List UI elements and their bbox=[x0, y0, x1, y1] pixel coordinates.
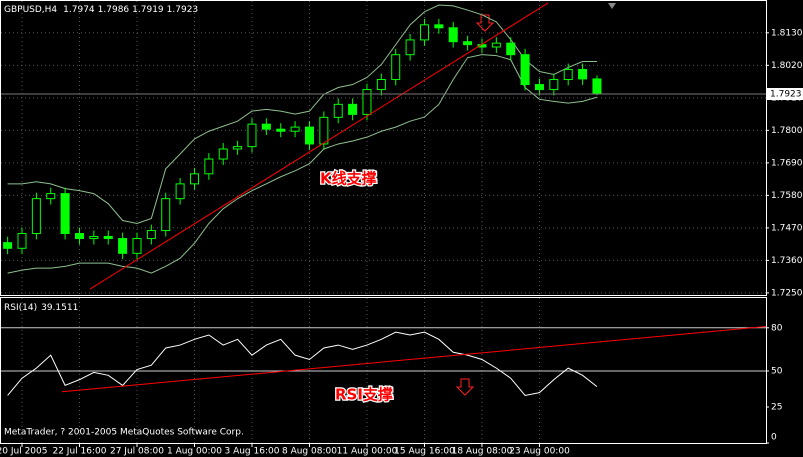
main-panel bbox=[0, 0, 767, 296]
x-tick-label: 11 Aug 00:00 bbox=[337, 447, 398, 457]
y-tick-label: 1.7800 bbox=[771, 126, 803, 136]
candle-body bbox=[31, 198, 41, 235]
candle-body bbox=[391, 54, 401, 81]
x-tick-label: 20 Jul 2005 bbox=[0, 447, 47, 457]
candle-body bbox=[520, 54, 530, 86]
annotation: K线支撑 bbox=[320, 170, 377, 188]
price-plot bbox=[1, 2, 766, 294]
candle-body bbox=[161, 198, 171, 232]
candle-body bbox=[534, 84, 544, 91]
rsi-header: RSI(14) 39.1511 bbox=[4, 303, 78, 313]
copyright: MetaTrader, ? 2001-2005 MetaQuotes Softw… bbox=[4, 428, 244, 438]
x-tick-label: 1 Aug 00:00 bbox=[167, 447, 222, 457]
candle-body bbox=[189, 173, 199, 185]
y-tick-label: 1.7470 bbox=[771, 223, 803, 233]
y-tick-label: 1.8130 bbox=[771, 28, 803, 38]
price-label: 1.7923 bbox=[770, 89, 802, 99]
x-tick-label: 23 Aug 00:00 bbox=[509, 447, 570, 457]
trendline bbox=[61, 326, 766, 393]
candle-body bbox=[89, 235, 99, 240]
rsi-plot bbox=[1, 326, 766, 397]
candle-body bbox=[146, 230, 156, 240]
y-tick-label: 1.7690 bbox=[771, 158, 803, 168]
x-tick-label: 3 Aug 16:00 bbox=[224, 447, 279, 457]
price-box bbox=[767, 87, 803, 100]
annotation: RSI支撑 bbox=[335, 386, 393, 404]
x-tick-label: 8 Aug 08:00 bbox=[282, 447, 337, 457]
candle-body bbox=[506, 42, 516, 56]
candle-body bbox=[132, 238, 142, 254]
arrow bbox=[455, 378, 475, 396]
candle-body bbox=[563, 68, 573, 81]
candle-body bbox=[405, 39, 415, 56]
candle-body bbox=[333, 103, 343, 118]
candle-body bbox=[3, 242, 13, 249]
candle-body bbox=[348, 103, 358, 115]
shift-marker bbox=[608, 3, 616, 9]
candle-body bbox=[17, 233, 27, 249]
x-tick-label: 18 Aug 08:00 bbox=[452, 447, 513, 457]
candle-body bbox=[319, 116, 329, 145]
candle-body bbox=[233, 146, 243, 150]
candle-body bbox=[376, 79, 386, 91]
candle-body bbox=[448, 27, 458, 43]
candle-body bbox=[276, 128, 286, 132]
rsi-line bbox=[7, 331, 598, 397]
candle-body bbox=[118, 238, 128, 254]
candle-body bbox=[491, 42, 501, 48]
candle-body bbox=[434, 24, 444, 29]
y-tick-label: 1.8020 bbox=[771, 61, 803, 71]
band bbox=[7, 54, 598, 274]
arrow bbox=[475, 14, 495, 32]
candle-body bbox=[463, 41, 473, 46]
candle-body bbox=[204, 158, 214, 175]
trendline bbox=[89, 2, 549, 290]
candle-body bbox=[103, 235, 113, 240]
y-tick-label: 1.7360 bbox=[771, 256, 803, 266]
candle-body bbox=[290, 126, 300, 132]
candle-body bbox=[74, 233, 84, 240]
y-tick-label: 25 bbox=[771, 403, 782, 413]
candle-body bbox=[175, 183, 185, 200]
candle-body bbox=[592, 78, 602, 95]
x-tick-label: 27 Jul 08:00 bbox=[110, 447, 164, 457]
y-tick-label: 0 bbox=[771, 433, 777, 443]
candle-body bbox=[362, 89, 372, 115]
candle-body bbox=[60, 193, 70, 235]
candle-body bbox=[304, 126, 314, 145]
y-tick-label: 1.7250 bbox=[771, 288, 803, 298]
candle-body bbox=[247, 123, 257, 148]
candle-body bbox=[218, 148, 228, 160]
candle-body bbox=[549, 79, 559, 91]
y-tick-label: 80 bbox=[771, 323, 783, 333]
band bbox=[7, 4, 597, 224]
candle-body bbox=[46, 193, 56, 200]
y-tick-label: 50 bbox=[771, 367, 783, 377]
candle-body bbox=[578, 68, 588, 80]
x-tick-label: 15 Aug 16:00 bbox=[394, 447, 455, 457]
candle-body bbox=[419, 24, 429, 41]
symbol-header: GBPUSD,H4 1.7974 1.7986 1.7919 1.7923 bbox=[4, 5, 198, 15]
candle-body bbox=[261, 123, 271, 130]
y-tick-label: 1.7580 bbox=[771, 191, 803, 201]
x-tick-label: 22 Jul 16:00 bbox=[52, 447, 106, 457]
